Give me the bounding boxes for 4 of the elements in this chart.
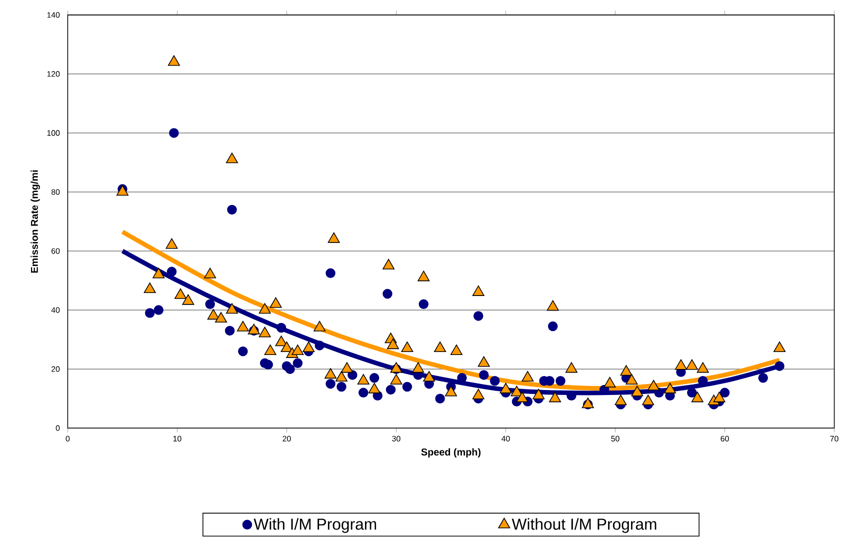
legend-label: Without I/M Program — [512, 518, 656, 534]
y-axis-title: Emission Rate (mg/mi — [30, 170, 40, 273]
x-axis-title: Speed (mph) — [421, 448, 481, 458]
legend-label: With I/M Program — [254, 518, 376, 534]
